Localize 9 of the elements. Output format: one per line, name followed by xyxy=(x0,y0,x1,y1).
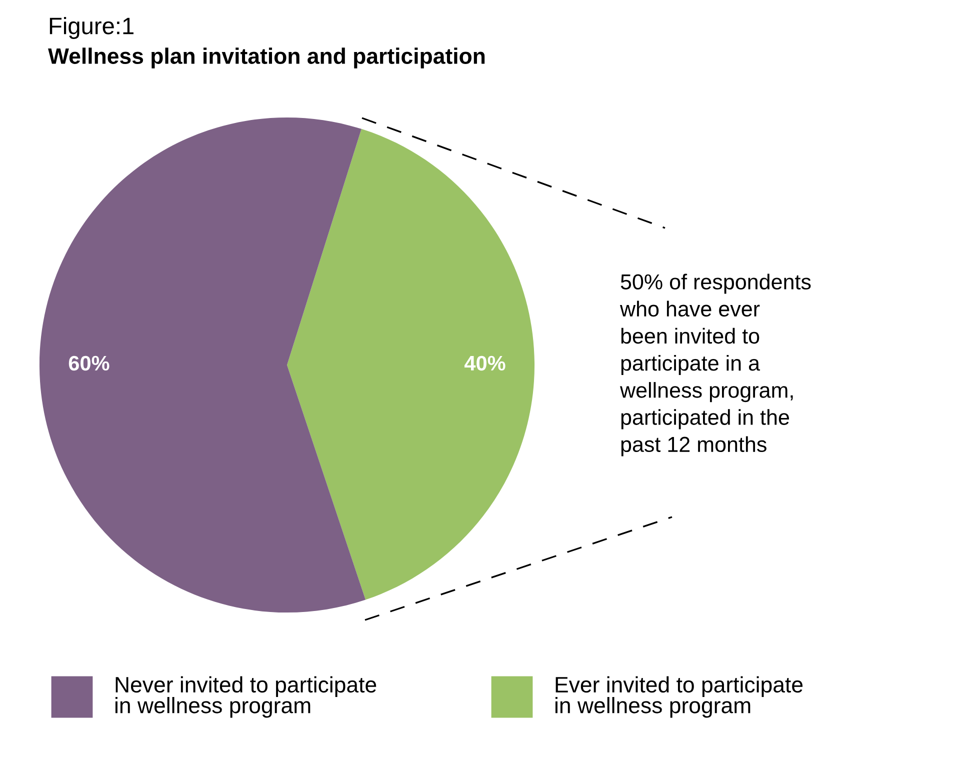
legend-label: Never invited to participate in wellness program xyxy=(115,676,376,718)
data-label: 60% xyxy=(68,356,110,371)
pie-slice xyxy=(39,117,366,613)
legend-label: Ever invited to participate in wellness program xyxy=(555,676,803,718)
chart-title: Figure:1 xyxy=(50,16,134,40)
text: 50% of respondents who have ever been invited to participate in a wellness program, participated in the past 12 months xyxy=(620,274,811,456)
data-label: 40% xyxy=(464,356,506,371)
chart-subtitle: Wellness plan invitation and participation xyxy=(48,48,485,68)
pie-slice xyxy=(287,128,535,600)
